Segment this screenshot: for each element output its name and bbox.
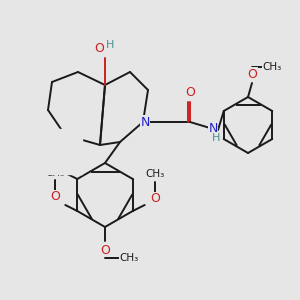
Text: O: O [94,41,104,55]
Text: H: H [106,40,114,50]
Text: O: O [247,68,257,80]
Text: O: O [150,193,160,206]
Text: O: O [52,158,62,172]
Text: CH₃: CH₃ [48,136,67,146]
Text: O: O [185,86,195,100]
Text: H: H [212,133,220,143]
Text: O: O [50,190,60,203]
Text: N: N [140,116,150,128]
Text: CH₃: CH₃ [262,62,282,72]
Text: CH₃: CH₃ [145,169,164,179]
Text: O: O [100,244,110,256]
Text: CH₃: CH₃ [46,168,65,178]
Text: CH₃: CH₃ [119,253,139,263]
Text: N: N [208,122,218,136]
